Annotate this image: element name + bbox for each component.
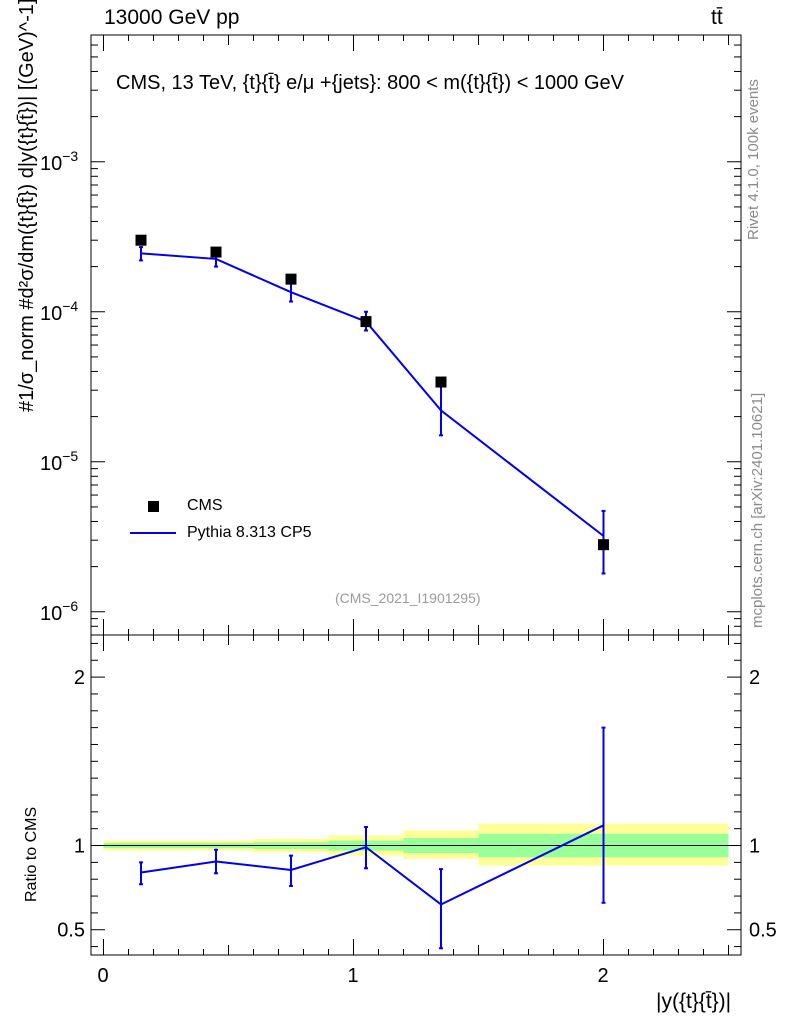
y-axis-label-ratio: Ratio to CMS (23, 806, 40, 902)
ratio-y-tick-label: 0.5 (57, 920, 85, 942)
energy-label: 13000 GeV pp (104, 6, 240, 29)
analysis-id: (CMS_2021_I1901295) (335, 590, 481, 606)
ratio-frame (90, 634, 742, 956)
ratio-y-tick-label: 2 (749, 667, 760, 689)
data-series (135, 234, 609, 551)
x-tick-label: 1 (348, 965, 359, 987)
data-point (210, 246, 222, 258)
ratio-y-tick-label: 1 (74, 836, 85, 858)
mc-series (139, 246, 606, 950)
plot-title: CMS, 13 TeV, {t}{t̄} e/μ +{jets}: 800 < … (116, 72, 624, 94)
data-point (360, 316, 372, 328)
ratio-y-tick-label: 0.5 (749, 920, 777, 942)
legend (130, 501, 176, 534)
ratio-y-tick-label: 2 (74, 667, 85, 689)
data-point (135, 234, 147, 246)
x-tick-label: 2 (598, 965, 609, 987)
data-point (598, 539, 609, 551)
legend-label-pythia: Pythia 8.313 CP5 (187, 524, 312, 541)
x-tick-label: 0 (98, 965, 109, 987)
mc-line (140, 252, 605, 537)
legend-label-cms: CMS (187, 497, 223, 514)
y-tick-label: 10−5 (40, 448, 78, 475)
mcplots-label: mcplots.cern.ch [arXiv:2401.10621] (749, 392, 766, 628)
x-axis-label: |y({t}{t̄})| (656, 990, 732, 1013)
axes: 10−6 10−5 10−4 10−3 0 1 2 0.5 0.5 1 1 2 2 (40, 34, 777, 987)
y-axis-label-main: #1/σ_norm #d²σ/dm({t}{t̄}) d|y({t}{t̄})|… (16, 0, 38, 412)
data-point (285, 273, 297, 285)
rivet-label: Rivet 4.1.0, 100k events (745, 79, 762, 240)
main-frame (90, 34, 742, 636)
process-label: tt̄ (711, 6, 723, 29)
y-tick-label: 10−6 (40, 598, 78, 625)
y-tick-label: 10−4 (40, 298, 78, 325)
legend-marker-cms (148, 501, 159, 512)
ratio-line (140, 824, 604, 906)
data-point (435, 376, 447, 388)
ratio-uncertainty-band (103, 823, 729, 866)
ratio-y-tick-label: 1 (749, 836, 760, 858)
y-tick-label: 10−3 (40, 148, 78, 175)
